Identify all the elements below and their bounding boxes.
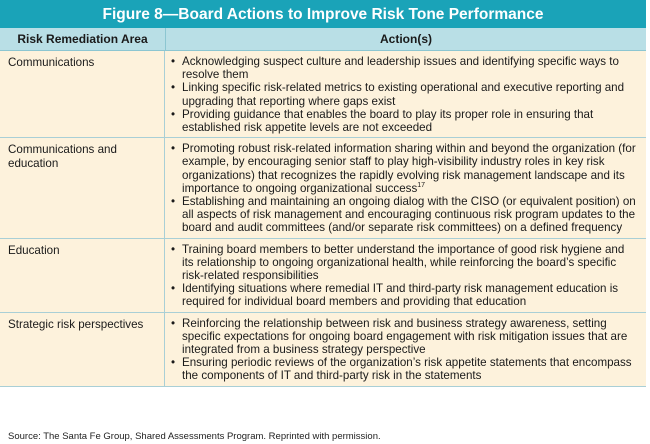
action-text: Linking specific risk-related metrics to… [182, 81, 625, 108]
bullet-icon: • [171, 142, 176, 156]
risk-area-cell: Communications [0, 51, 165, 138]
action-text: Promoting robust risk-related informatio… [182, 142, 636, 195]
header-risk-area: Risk Remediation Area [0, 28, 166, 50]
bullet-icon: • [171, 55, 176, 68]
action-item: • Training board members to better unders… [171, 243, 638, 283]
header-actions: Action(s) [380, 32, 432, 46]
action-item: • Identifying situations where remedial I… [171, 282, 638, 308]
action-item: • Providing guidance that enables the boa… [171, 108, 638, 134]
table-header: Risk Remediation Area Action(s) [0, 28, 646, 51]
action-item: • Reinforcing the relationship between ri… [171, 317, 638, 357]
bullet-icon: • [171, 81, 176, 95]
figure: Figure 8—Board Actions to Improve Risk T… [0, 0, 646, 387]
action-text: Acknowledging suspect culture and leader… [182, 55, 619, 82]
action-text: Establishing and maintaining an ongoing … [182, 195, 636, 235]
action-text: Providing guidance that enables the boar… [182, 107, 594, 135]
bullet-icon: • [171, 316, 176, 330]
bullet-icon: • [171, 242, 176, 256]
action-text: Reinforcing the relationship between ris… [182, 316, 628, 357]
table-body: Communications • Acknowledging suspect cul… [0, 51, 646, 387]
action-text: Ensuring periodic reviews of the organiz… [182, 356, 632, 383]
action-item: • Ensuring periodic reviews of the organi… [171, 356, 638, 382]
source-note: Source: The Santa Fe Group, Shared Asses… [8, 431, 381, 442]
action-item: • Acknowledging suspect culture and leade… [171, 55, 638, 81]
table-row: Communications and education • Promoting r… [0, 138, 646, 239]
table-row: Communications • Acknowledging suspect cul… [0, 51, 646, 139]
risk-area-cell: Strategic risk perspectives [0, 312, 165, 386]
actions-list: • Reinforcing the relationship between ri… [165, 313, 646, 386]
actions-list: • Promoting robust risk-related informati… [165, 138, 646, 237]
risk-area-cell: Communications and education [0, 138, 165, 238]
action-text: Training board members to better underst… [182, 242, 625, 283]
action-item: • Promoting robust risk-related informati… [171, 142, 638, 195]
bullet-icon: • [171, 356, 176, 370]
table-row: Education • Training board members to bett… [0, 238, 646, 313]
bullet-icon: • [171, 107, 176, 121]
footnote-ref: 17 [417, 181, 426, 189]
bullet-icon: • [171, 195, 176, 209]
actions-list: • Training board members to better unders… [165, 239, 646, 312]
actions-list: • Acknowledging suspect culture and leade… [165, 51, 646, 137]
action-item: • Linking specific risk-related metrics t… [171, 81, 638, 107]
table-row: Strategic risk perspectives • Reinforcing … [0, 312, 646, 387]
figure-title: Figure 8—Board Actions to Improve Risk T… [0, 2, 646, 28]
action-item: • Establishing and maintaining an ongoing… [171, 195, 638, 235]
risk-area-cell: Education [0, 238, 165, 312]
action-text: Identifying situations where remedial IT… [182, 282, 619, 309]
bullet-icon: • [171, 282, 176, 296]
